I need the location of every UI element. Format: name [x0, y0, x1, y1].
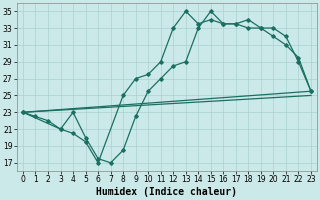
X-axis label: Humidex (Indice chaleur): Humidex (Indice chaleur) [96, 187, 237, 197]
